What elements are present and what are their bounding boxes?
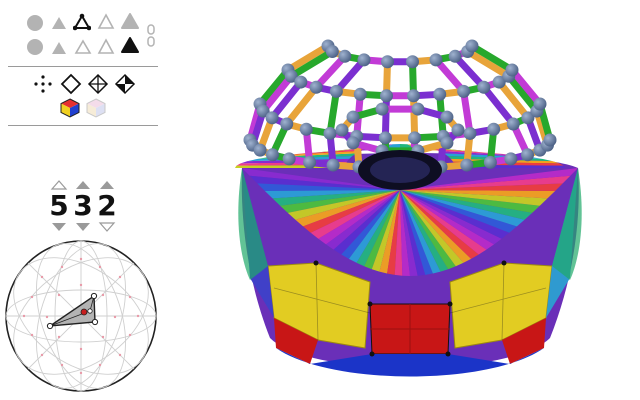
triangle-outline-icon[interactable] — [97, 38, 115, 56]
chain-link-icon[interactable] — [145, 24, 157, 48]
points-icon[interactable] — [33, 74, 53, 94]
polyhedron-render — [235, 39, 582, 377]
decrease-first-button[interactable] — [50, 222, 68, 232]
decrease-third-button[interactable] — [98, 222, 116, 232]
diamond-outline-icon[interactable] — [60, 73, 82, 95]
triangle-small-icon[interactable] — [51, 40, 67, 56]
circle-icon[interactable] — [26, 38, 44, 56]
pale-cube-icon[interactable] — [86, 98, 106, 118]
divider — [8, 66, 158, 67]
diamond-split-icon[interactable] — [114, 73, 136, 95]
divider — [8, 125, 158, 126]
triangle-vertices-icon[interactable] — [73, 13, 91, 31]
colored-cube-icon[interactable] — [60, 98, 80, 118]
polyhedron-viewport[interactable] — [210, 18, 610, 388]
triangle-outline-small-icon[interactable] — [74, 38, 92, 56]
symmetry-digit-third: 2 — [97, 189, 117, 222]
sphere-grid — [5, 240, 157, 392]
symmetry-sphere-widget[interactable] — [2, 237, 160, 395]
triangle-black-icon[interactable] — [120, 36, 140, 55]
triangle-gray-icon[interactable] — [120, 12, 140, 31]
sphere-dots — [22, 257, 140, 375]
symmetry-digit-second: 3 — [73, 189, 93, 222]
control-panel: 5 3 2 — [0, 0, 170, 400]
circle-icon[interactable] — [26, 14, 44, 32]
increase-second-button[interactable] — [74, 180, 92, 190]
increase-first-button[interactable] — [50, 180, 68, 190]
position-marker[interactable] — [80, 308, 88, 316]
diamond-crosshair-icon[interactable] — [87, 73, 109, 95]
fundamental-triangle[interactable] — [47, 294, 96, 327]
triangle-outline-icon[interactable] — [97, 13, 115, 31]
symmetry-digit-first: 5 — [49, 189, 69, 222]
triangle-filled-icon[interactable] — [51, 15, 67, 31]
decrease-second-button[interactable] — [74, 222, 92, 232]
increase-third-button[interactable] — [98, 180, 116, 190]
